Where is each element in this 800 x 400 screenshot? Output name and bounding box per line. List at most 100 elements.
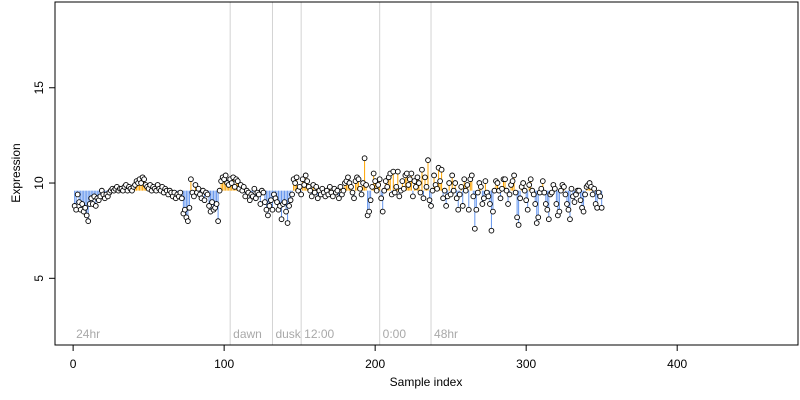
data-point (561, 183, 567, 190)
data-point (553, 201, 560, 207)
data-point (562, 191, 569, 198)
data-point (450, 187, 457, 194)
data-points (71, 155, 605, 234)
data-point (361, 155, 368, 162)
data-point (326, 183, 333, 190)
data-point (83, 212, 90, 219)
x-tick-label: 0 (70, 357, 77, 371)
data-point (256, 191, 262, 198)
section-label: dawn (233, 327, 262, 341)
data-point (511, 172, 517, 179)
data-point (564, 201, 570, 207)
data-point (598, 204, 605, 211)
data-point (497, 195, 504, 202)
data-point (215, 218, 221, 224)
data-point (541, 189, 548, 196)
data-point (589, 191, 596, 198)
plot-frame (54, 1, 799, 346)
data-point (314, 195, 321, 202)
data-point (576, 187, 582, 194)
data-point (246, 197, 253, 204)
y-tick-label: 15 (32, 81, 46, 95)
data-point (571, 199, 578, 205)
data-point (186, 204, 193, 211)
data-point (449, 172, 456, 179)
data-point (512, 189, 519, 196)
data-point (404, 170, 410, 177)
data-point (263, 206, 270, 213)
data-point (464, 182, 471, 188)
data-point (419, 166, 425, 173)
data-point (390, 168, 397, 175)
data-point (577, 197, 584, 204)
data-point (391, 189, 398, 196)
data-point (222, 172, 229, 179)
data-point (505, 201, 511, 207)
data-point (539, 178, 546, 184)
data-point (478, 183, 484, 190)
data-point (441, 187, 448, 194)
data-point (580, 208, 587, 215)
data-point (92, 203, 99, 209)
data-point (381, 187, 388, 194)
x-tick-label: 400 (667, 357, 687, 371)
data-point (228, 180, 235, 186)
data-point (499, 185, 505, 192)
data-point (523, 197, 530, 204)
data-point (242, 193, 249, 200)
section-labels: 24hr dawn dusk 12:00 0:00 48hr (76, 327, 458, 341)
data-point (524, 206, 531, 213)
data-point (73, 206, 79, 213)
data-point (292, 180, 298, 186)
data-point (216, 187, 223, 194)
data-point (452, 180, 459, 186)
data-point (209, 199, 215, 205)
section-label: 24hr (76, 327, 100, 341)
data-point (82, 204, 89, 211)
data-point (384, 183, 391, 190)
data-point (240, 183, 247, 190)
data-point (552, 185, 558, 192)
data-point (447, 191, 454, 198)
data-point (357, 185, 363, 192)
data-point (376, 176, 383, 183)
data-point (408, 170, 415, 177)
data-point (527, 176, 534, 183)
x-axis: 0 100 200 300 400 (70, 344, 688, 371)
data-point (330, 193, 336, 200)
data-point (185, 218, 191, 224)
data-point (520, 180, 527, 186)
data-point (532, 201, 539, 207)
data-point (141, 176, 147, 183)
data-point (375, 182, 382, 188)
data-point (284, 220, 291, 226)
data-point (506, 191, 513, 198)
section-dividers (229, 2, 432, 345)
data-point (188, 176, 194, 183)
data-point (470, 193, 477, 200)
data-point (257, 201, 264, 207)
data-point (269, 206, 276, 213)
data-point (485, 193, 492, 200)
data-point (379, 208, 386, 215)
data-point (393, 183, 400, 190)
data-point (179, 195, 185, 202)
data-point (349, 189, 356, 196)
data-point (526, 182, 533, 188)
data-point (260, 189, 267, 196)
data-point (265, 212, 271, 219)
data-point (231, 183, 238, 190)
data-point (535, 214, 542, 221)
data-point (438, 166, 445, 173)
y-tick-label: 10 (32, 176, 46, 190)
data-point (446, 180, 453, 186)
data-point (396, 193, 403, 200)
data-point (399, 178, 406, 184)
data-point (274, 199, 280, 205)
data-point (407, 176, 413, 183)
y-axis-title: Expression (9, 143, 23, 202)
data-point (468, 172, 475, 179)
data-point (567, 216, 573, 223)
data-point (355, 176, 362, 183)
data-point (293, 174, 300, 181)
